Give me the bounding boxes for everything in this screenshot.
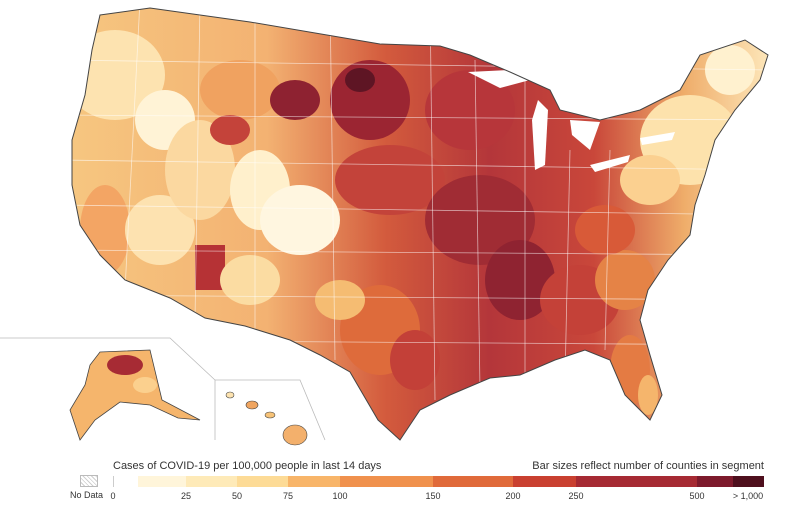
legend-segment	[733, 476, 764, 487]
legend-segment	[288, 476, 340, 487]
legend-tick-label: 100	[332, 491, 348, 501]
legend-segment	[113, 476, 139, 487]
alaska-inset	[0, 337, 216, 441]
legend-tick-label: 200	[505, 491, 521, 501]
legend-segment	[576, 476, 697, 487]
legend-tick-label: 250	[568, 491, 584, 501]
legend-segment	[433, 476, 513, 487]
legend-tick-label: 25	[180, 491, 192, 501]
hawaii-inset	[215, 379, 326, 446]
legend-note: Bar sizes reflect number of counties in …	[532, 460, 764, 472]
legend-segment	[340, 476, 433, 487]
legend-tick-label: 50	[231, 491, 243, 501]
legend-segment	[697, 476, 733, 487]
lake-ontario	[640, 132, 675, 145]
legend-tick-label: 500	[689, 491, 705, 501]
legend-segment	[186, 476, 237, 487]
legend-tick-label: > 1,000	[732, 491, 764, 501]
no-data-swatch	[80, 475, 98, 487]
legend-tick-label: 0	[110, 491, 116, 501]
no-data-label: No Data	[70, 490, 104, 500]
legend-tick-label: 150	[425, 491, 441, 501]
us-covid-county-map	[0, 7, 769, 446]
legend-segment	[138, 476, 186, 487]
county-patches	[72, 30, 755, 415]
legend-title: Cases of COVID-19 per 100,000 people in …	[113, 460, 382, 472]
legend-segment	[513, 476, 576, 487]
legend-segment	[237, 476, 288, 487]
lake-huron	[570, 120, 600, 150]
lake-michigan	[532, 100, 548, 170]
legend-tick-label: 75	[282, 491, 294, 501]
legend-color-bar	[113, 476, 764, 487]
